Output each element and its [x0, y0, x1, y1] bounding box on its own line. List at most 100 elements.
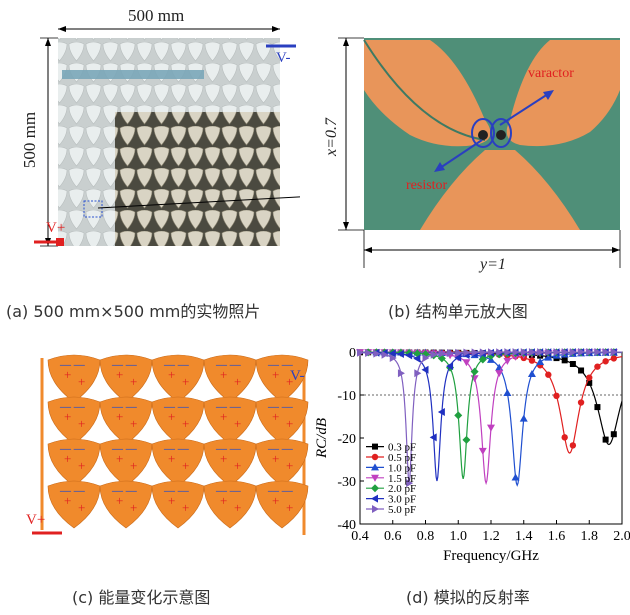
minus-charge: — —: [267, 401, 294, 413]
x-tick-label: 2.0: [613, 529, 630, 544]
energy-cell: + +— —: [47, 480, 101, 529]
minus-charge: — —: [163, 443, 190, 455]
v-minus-label: V-: [276, 50, 291, 66]
data-point-marker: [471, 348, 479, 357]
plus-charge: +: [272, 493, 279, 508]
energy-cell: + +— —: [151, 354, 205, 403]
data-point-marker: [496, 348, 504, 357]
data-point-marker: [463, 348, 471, 357]
data-point-marker: [511, 473, 520, 481]
plus-charge: +: [182, 458, 189, 473]
plot-area: [359, 351, 623, 525]
data-point-marker: [537, 348, 545, 357]
data-point-marker: [602, 358, 609, 365]
data-point-marker: [536, 358, 545, 366]
data-point-marker: [561, 434, 568, 441]
data-point-marker: [405, 349, 414, 358]
plus-charge: +: [272, 409, 279, 424]
data-point-marker: [610, 348, 618, 357]
y-tick-label: -40: [337, 518, 356, 533]
data-point-marker: [561, 357, 568, 364]
minus-charge: — —: [215, 443, 242, 455]
energy-cell: + +— —: [203, 396, 257, 445]
legend-label: 5.0 pF: [388, 504, 416, 516]
data-point-marker: [437, 408, 445, 417]
caption-c: (c) 能量变化示意图: [72, 588, 211, 607]
plus-charge: +: [168, 409, 175, 424]
legend-label: 2.0 pF: [388, 483, 416, 495]
data-point-marker: [421, 365, 429, 374]
plus-charge: +: [182, 500, 189, 515]
plus-charge: +: [182, 374, 189, 389]
legend-label: 1.0 pF: [388, 462, 416, 474]
energy-cell: + +— —: [255, 438, 309, 487]
caption-d: (d) 模拟的反射率: [406, 588, 530, 607]
plus-charge: +: [286, 416, 293, 431]
data-point-marker: [578, 367, 585, 374]
data-point-marker: [610, 431, 617, 438]
plus-charge: +: [130, 374, 137, 389]
data-point-marker: [553, 392, 560, 400]
caption-b: (b) 结构单元放大图: [388, 302, 528, 321]
plus-charge: +: [78, 416, 85, 431]
data-point-marker: [422, 354, 430, 363]
plus-charge: +: [78, 374, 85, 389]
energy-cell: + +— —: [203, 354, 257, 403]
y-tick-label: -20: [337, 432, 356, 447]
data-point-marker: [397, 369, 405, 378]
data-point-marker: [429, 433, 437, 442]
x-tick-label: 1.0: [450, 529, 468, 544]
data-point-marker: [577, 399, 585, 406]
plus-charge: +: [286, 500, 293, 515]
minus-charge: — —: [111, 443, 138, 455]
data-point-marker: [388, 349, 396, 358]
data-point-marker: [528, 357, 536, 364]
energy-cell: + +— —: [255, 480, 309, 529]
panel-a-figure: [34, 26, 360, 247]
minus-charge: — —: [111, 359, 138, 371]
data-point-marker: [414, 369, 422, 378]
data-point-marker: [569, 348, 577, 357]
data-point-marker: [371, 484, 379, 493]
data-point-marker: [389, 354, 397, 363]
plus-charge: +: [272, 367, 279, 382]
data-point-marker: [504, 348, 512, 357]
energy-cell: + +— —: [99, 438, 153, 487]
plus-charge: +: [286, 458, 293, 473]
plus-charge: +: [116, 493, 123, 508]
minus-charge: — —: [59, 485, 86, 497]
data-point-marker: [569, 361, 576, 368]
data-point-marker: [553, 348, 561, 357]
energy-cell: + +— —: [47, 396, 101, 445]
data-point-marker: [371, 474, 379, 482]
minus-charge: — —: [267, 485, 294, 497]
plus-charge: +: [130, 416, 137, 431]
minus-charge: — —: [59, 443, 86, 455]
x-axis-label: Frequency/GHz: [443, 548, 539, 564]
minus-charge: — —: [215, 485, 242, 497]
y-tick-label: 0: [349, 346, 356, 361]
data-point-marker: [544, 353, 553, 361]
data-point-marker: [455, 348, 463, 357]
legend-label: 0.3 pF: [388, 442, 416, 454]
panel-c-figure: + +— —+ +— —+ +— —+ +— —+ +— —+ +— —+ +— —+ +— —…: [32, 354, 309, 535]
plus-charge: +: [220, 409, 227, 424]
plus-charge: +: [116, 367, 123, 382]
data-point-marker: [357, 348, 364, 357]
minus-charge: — —: [59, 359, 86, 371]
data-point-marker: [586, 379, 593, 386]
plus-charge: +: [286, 374, 293, 389]
energy-cell: + +— —: [99, 354, 153, 403]
data-point-marker: [413, 354, 421, 363]
energy-cell: + +— —: [151, 438, 205, 487]
data-point-marker: [421, 350, 430, 359]
energy-cell: + +— —: [203, 438, 257, 487]
data-point-marker: [454, 411, 463, 420]
data-point-marker: [381, 350, 389, 359]
panel-c: + + — — + + — — + + — — + + — — + + — — + + — — + + — — + + — —…: [0, 340, 320, 560]
plus-charge: +: [234, 416, 241, 431]
minus-charge: — —: [59, 401, 86, 413]
data-point-marker: [545, 348, 553, 357]
x-dimension-label: x=0.7: [323, 118, 340, 156]
data-point-marker: [569, 442, 577, 449]
